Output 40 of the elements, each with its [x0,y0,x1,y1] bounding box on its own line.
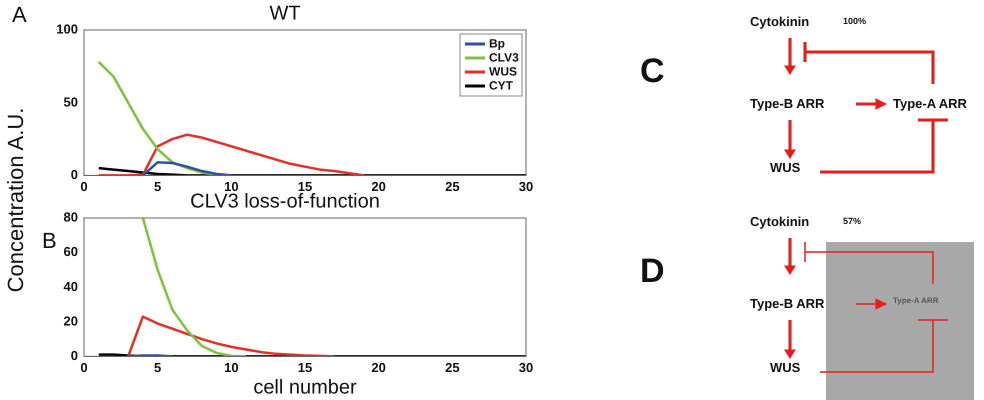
text: D [640,252,665,291]
y-tick-label: 60 [64,244,78,260]
x-tick-label: 25 [445,178,460,194]
x-tick-label: 0 [80,178,88,194]
x-tick-label: 20 [371,360,386,375]
y-tick-label: 20 [64,313,78,328]
chart-title: WT [269,2,301,25]
x-tick-label: 25 [445,360,460,375]
text: WUS [770,360,800,375]
text: WUS [770,160,800,175]
y-tick-label: 80 [64,210,78,225]
text: C [640,52,665,91]
text: Type-A ARR [893,96,967,111]
text: 100% [843,16,866,26]
legend-label: WUS [489,64,517,78]
text: Type-A ARR [893,296,938,305]
text: Cytokinin [750,214,810,229]
x-tick-label: 15 [298,360,312,375]
x-tick-label: 30 [518,178,534,194]
y-axis-title: Concentration A.U. [3,108,29,292]
y-tick-label: 100 [56,22,78,37]
x-tick-label: 10 [224,360,239,375]
y-tick-label: 50 [64,94,78,110]
x-axis-title: cell number [253,376,358,399]
text: A [12,2,27,28]
y-tick-label: 0 [70,166,78,182]
x-tick-label: 5 [154,178,162,194]
x-tick-label: 0 [80,360,88,375]
legend-label: CLV3 [489,50,520,64]
y-tick-label: 40 [64,278,78,294]
legend-label: CYT [489,78,514,92]
text: B [42,228,57,254]
legend-label: Bp [489,36,505,50]
x-tick-label: 5 [154,360,162,375]
y-tick-label: 0 [70,348,78,363]
text: 57% [843,216,862,226]
text: Type-B ARR [750,96,824,111]
text: Type-B ARR [750,296,824,311]
text: Cytokinin [750,14,810,29]
x-tick-label: 30 [518,360,534,375]
